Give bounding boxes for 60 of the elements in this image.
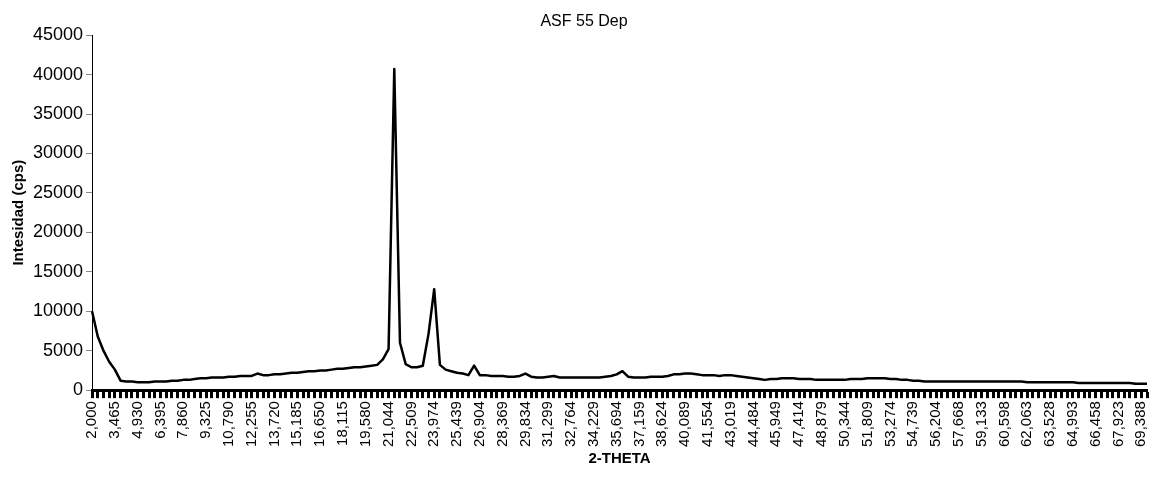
y-tick-label: 20000 [32,221,84,242]
x-tick-label: 51,809 [857,401,875,448]
x-tick-label: 54,739 [903,401,921,448]
x-tick-label: 28,369 [492,401,510,448]
x-tick-label: 9,325 [196,401,214,439]
x-tick-label: 38,624 [652,401,670,448]
x-tick-label: 21,044 [378,401,396,448]
x-tick-label: 37,159 [629,401,647,448]
x-tick-label: 3,465 [105,401,122,439]
x-tick-label: 59,133 [971,401,989,448]
x-tick-label: 35,694 [606,401,624,448]
y-tick-label: 10000 [32,300,84,321]
x-tick-label: 31,299 [538,401,556,448]
x-tick-label: 45,949 [766,401,784,448]
x-tick-label: 69,388 [1131,401,1149,448]
x-tick-label: 48,879 [812,401,830,448]
x-tick-label: 15,185 [287,401,305,448]
x-tick-label: 53,274 [880,401,898,448]
y-tick-label: 35000 [32,103,84,124]
x-tick-label: 23,974 [424,401,442,448]
x-tick-label: 16,650 [310,401,328,448]
x-tick-label: 32,764 [561,401,579,448]
x-tick-label: 22,509 [401,401,419,448]
x-tick-label: 62,063 [1017,401,1035,448]
x-tick-label: 60,598 [994,401,1012,448]
x-tick-label: 47,414 [789,401,807,448]
x-tick-label: 40,089 [675,401,693,448]
x-tick-label: 26,904 [469,401,487,448]
chart-title: ASF 55 Dep [540,12,628,30]
x-tick-label: 4,930 [127,401,145,439]
x-tick-label: 25,439 [447,401,465,448]
x-tick-label: 19,580 [355,401,373,448]
x-tick-label: 64,993 [1063,401,1081,448]
x-tick-label: 7,860 [173,401,191,439]
x-tick-label: 41,554 [698,401,716,448]
x-axis-title: 2-THETA [588,449,651,467]
x-tick-label: 2,000 [82,401,100,439]
x-tick-label: 12,255 [241,401,259,448]
y-tick-label: 40000 [32,63,84,84]
x-tick-label: 6,395 [150,401,168,439]
x-tick-label: 56,204 [926,401,944,448]
x-tick-label: 67,923 [1108,401,1126,448]
x-tick-label: 50,344 [834,401,852,448]
y-axis-title: Intesidad (cps) [9,159,27,266]
x-tick-label: 43,019 [720,401,738,448]
x-tick-label: 29,834 [515,401,533,448]
x-tick-label: 13,720 [264,401,282,448]
x-tick-label: 57,668 [948,401,966,448]
y-tick-label: 0 [73,379,84,400]
x-tick-label: 34,229 [584,401,602,448]
x-tick-label: 44,484 [743,401,761,448]
x-tick-label: 66,458 [1085,401,1103,448]
y-tick-label: 15000 [32,260,84,281]
x-tick-label: 18,115 [333,401,351,446]
x-tick-label: 63,528 [1040,401,1058,448]
y-tick-label: 45000 [32,24,84,45]
y-tick-label: 5000 [43,339,84,360]
y-tick-label: 30000 [32,142,84,163]
y-tick-label: 25000 [32,181,84,202]
x-tick-label: 10,790 [219,401,237,448]
